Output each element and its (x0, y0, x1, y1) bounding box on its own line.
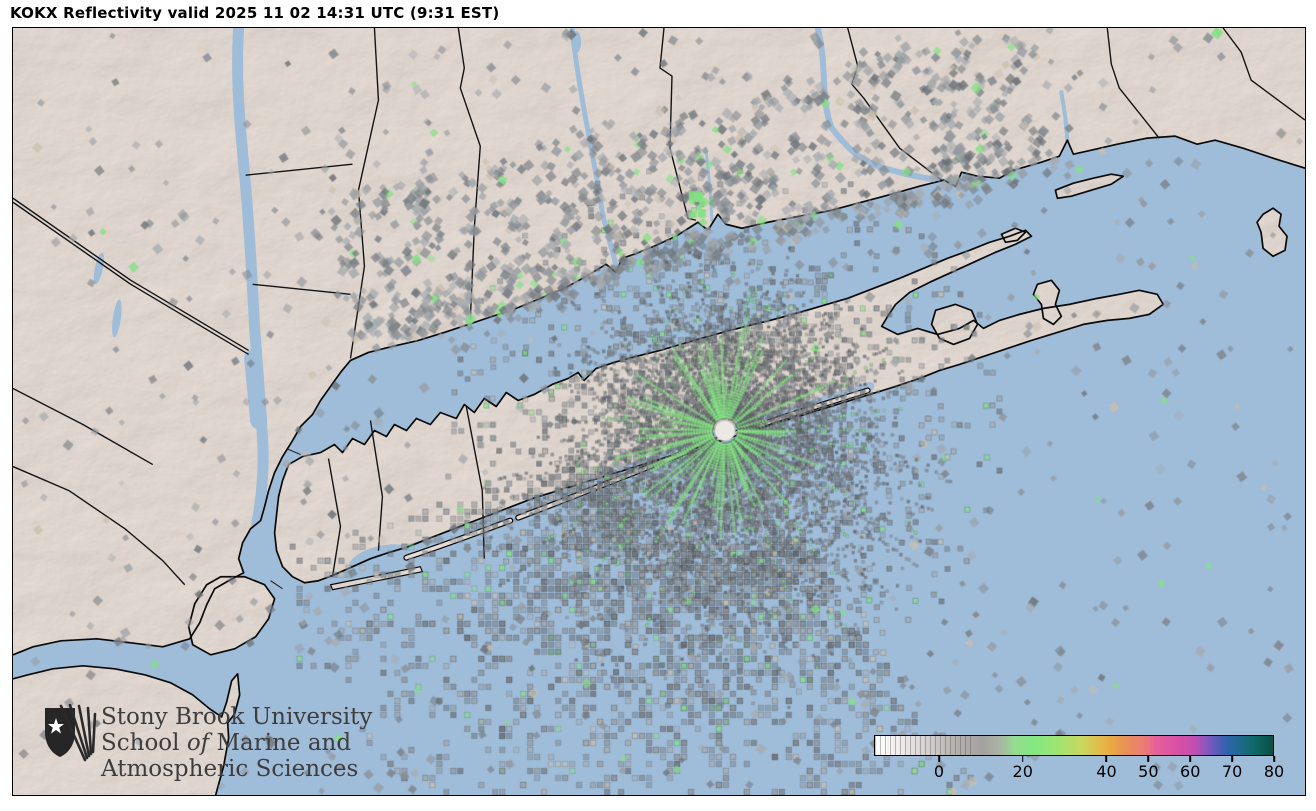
colorbar-tick (1105, 756, 1108, 762)
colorbar-tick (1147, 756, 1150, 762)
colorbar-tick-label: 20 (1012, 762, 1033, 781)
colorbar-gradient (874, 735, 1274, 756)
page-title: KOKX Reflectivity valid 2025 11 02 14:31… (10, 4, 500, 22)
reflectivity-colorbar: 0 20 40 50 60 70 80 (874, 735, 1284, 787)
radar-map: Stony Brook University School of Marine … (12, 27, 1306, 796)
colorbar-tick (1231, 756, 1233, 762)
colorbar-tick-label: 40 (1096, 762, 1117, 781)
colorbar-tick-label: 50 (1138, 762, 1159, 781)
colorbar-tick (938, 756, 940, 762)
colorbar-tick (1273, 756, 1275, 762)
sbu-shield-icon (45, 704, 97, 762)
colorbar-discrete-stripes (875, 736, 971, 755)
colorbar-tick-label: 70 (1221, 762, 1243, 781)
colorbar-tick-label: 60 (1180, 762, 1201, 781)
stony-brook-logo: Stony Brook University School of Marine … (43, 704, 372, 786)
colorbar-tick-label: 0 (933, 762, 944, 781)
sbu-logo-line3: Atmospheric Sciences (101, 756, 359, 782)
radar-clutter-canvas (13, 28, 1305, 795)
sbu-logo-line2: School of Marine and (101, 730, 352, 756)
sbu-logo-line1: Stony Brook University (101, 704, 373, 730)
colorbar-tick (1021, 756, 1024, 762)
sbu-logo-text: Stony Brook University School of Marine … (101, 704, 372, 782)
colorbar-tick-label: 80 (1263, 762, 1285, 781)
colorbar-tick (1189, 756, 1192, 762)
